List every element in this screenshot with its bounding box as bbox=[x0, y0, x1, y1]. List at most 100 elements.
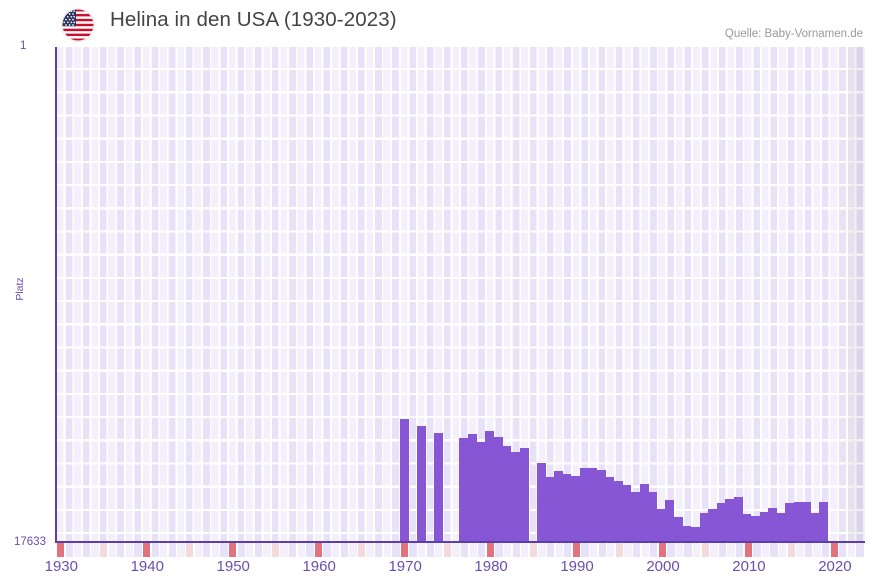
bar[interactable] bbox=[468, 434, 477, 542]
bar[interactable] bbox=[700, 513, 709, 542]
x-axis-tick-label: 1940 bbox=[130, 558, 164, 575]
bar[interactable] bbox=[674, 517, 683, 542]
bar[interactable] bbox=[554, 471, 563, 542]
bar[interactable] bbox=[562, 474, 571, 542]
x-tick-cell bbox=[306, 543, 314, 557]
x-tick-cell bbox=[461, 543, 469, 557]
x-tick-cell bbox=[271, 543, 280, 557]
x-tick-cell bbox=[761, 543, 770, 557]
us-flag-icon bbox=[62, 9, 94, 41]
bar[interactable] bbox=[734, 497, 743, 542]
x-tick-cell bbox=[65, 543, 73, 557]
x-tick-cell bbox=[779, 543, 787, 557]
x-tick-cell bbox=[91, 543, 99, 557]
bar[interactable] bbox=[682, 526, 691, 542]
x-tick-cell bbox=[693, 543, 701, 557]
bar[interactable] bbox=[794, 502, 803, 542]
bar[interactable] bbox=[708, 509, 717, 542]
x-tick-cell bbox=[297, 543, 305, 557]
x-tick-cell bbox=[151, 543, 159, 557]
bar[interactable] bbox=[785, 503, 794, 542]
x-tick-cell bbox=[822, 543, 830, 557]
x-tick-cell bbox=[564, 543, 572, 557]
x-tick-cell bbox=[125, 543, 134, 557]
bar[interactable] bbox=[768, 508, 777, 542]
x-tick-cell bbox=[589, 543, 598, 557]
bar[interactable] bbox=[605, 477, 614, 542]
x-tick-cell bbox=[787, 543, 795, 557]
bar[interactable] bbox=[571, 476, 580, 542]
x-tick-cell bbox=[280, 543, 288, 557]
bar[interactable] bbox=[725, 499, 734, 542]
bar[interactable] bbox=[640, 484, 649, 542]
bar[interactable] bbox=[477, 442, 486, 542]
bar[interactable] bbox=[717, 503, 726, 542]
bar[interactable] bbox=[631, 492, 640, 542]
bar[interactable] bbox=[760, 512, 769, 542]
x-tick-cell bbox=[667, 543, 675, 557]
x-axis-tick-label: 2000 bbox=[646, 558, 680, 575]
bar[interactable] bbox=[777, 513, 786, 542]
bar[interactable] bbox=[597, 470, 606, 542]
x-tick-cell bbox=[220, 543, 228, 557]
x-tick-cell bbox=[117, 543, 125, 557]
x-tick-cell bbox=[538, 543, 546, 557]
x-tick-cell bbox=[168, 543, 177, 557]
x-axis-tick-label: 1970 bbox=[388, 558, 422, 575]
x-tick-cell bbox=[641, 543, 649, 557]
x-tick-cell bbox=[770, 543, 778, 557]
x-axis-tick-label: 1960 bbox=[302, 558, 336, 575]
bar[interactable] bbox=[400, 419, 409, 542]
x-tick-cell bbox=[615, 543, 623, 557]
x-tick-cell bbox=[228, 543, 237, 557]
x-tick-cell bbox=[246, 543, 254, 557]
x-tick-cell bbox=[555, 543, 563, 557]
x-tick-cell bbox=[830, 543, 838, 557]
bar[interactable] bbox=[614, 481, 623, 542]
bar[interactable] bbox=[811, 513, 820, 542]
x-axis-tick-label: 1930 bbox=[44, 558, 78, 575]
x-tick-cell bbox=[211, 543, 219, 557]
y-axis-title: Platz bbox=[14, 277, 26, 301]
bar[interactable] bbox=[588, 468, 597, 542]
x-tick-cell bbox=[99, 543, 108, 557]
bar[interactable] bbox=[417, 426, 426, 542]
bar[interactable] bbox=[511, 452, 520, 542]
x-tick-cell bbox=[185, 543, 194, 557]
page-title: Helina in den USA (1930-2023) bbox=[110, 8, 397, 31]
bar[interactable] bbox=[802, 502, 811, 542]
bar[interactable] bbox=[459, 438, 468, 542]
bar[interactable] bbox=[485, 431, 494, 542]
bar[interactable] bbox=[434, 433, 443, 542]
bar[interactable] bbox=[537, 463, 546, 542]
x-tick-cell bbox=[426, 543, 434, 557]
bar[interactable] bbox=[691, 527, 700, 542]
x-tick-cell bbox=[237, 543, 245, 557]
bar[interactable] bbox=[665, 500, 674, 542]
bar[interactable] bbox=[648, 492, 657, 542]
x-tick-cell bbox=[744, 543, 752, 557]
bar[interactable] bbox=[622, 485, 631, 542]
x-tick-cell bbox=[314, 543, 323, 557]
x-tick-cell bbox=[74, 543, 82, 557]
x-tick-cell bbox=[607, 543, 615, 557]
bar[interactable] bbox=[751, 516, 760, 542]
x-axis-tick-label: 2020 bbox=[818, 558, 852, 575]
x-tick-cell bbox=[856, 543, 864, 557]
source-note: Quelle: Baby-Vornamen.de bbox=[724, 28, 863, 40]
bar[interactable] bbox=[520, 448, 529, 542]
bar[interactable] bbox=[819, 502, 828, 542]
x-tick-cell bbox=[839, 543, 847, 557]
x-tick-cell bbox=[503, 543, 512, 557]
bar[interactable] bbox=[502, 446, 511, 542]
bar[interactable] bbox=[494, 437, 503, 542]
x-axis-labels: 1930 1940 1950 1960 1970 1980 1990 2000 2010 2020 bbox=[0, 558, 873, 582]
x-tick-cell bbox=[332, 543, 340, 557]
x-tick-cell bbox=[486, 543, 495, 557]
x-tick-cell bbox=[57, 543, 65, 557]
bar[interactable] bbox=[657, 509, 666, 542]
bar[interactable] bbox=[742, 514, 751, 542]
bar[interactable] bbox=[580, 468, 589, 542]
bar[interactable] bbox=[545, 477, 554, 542]
